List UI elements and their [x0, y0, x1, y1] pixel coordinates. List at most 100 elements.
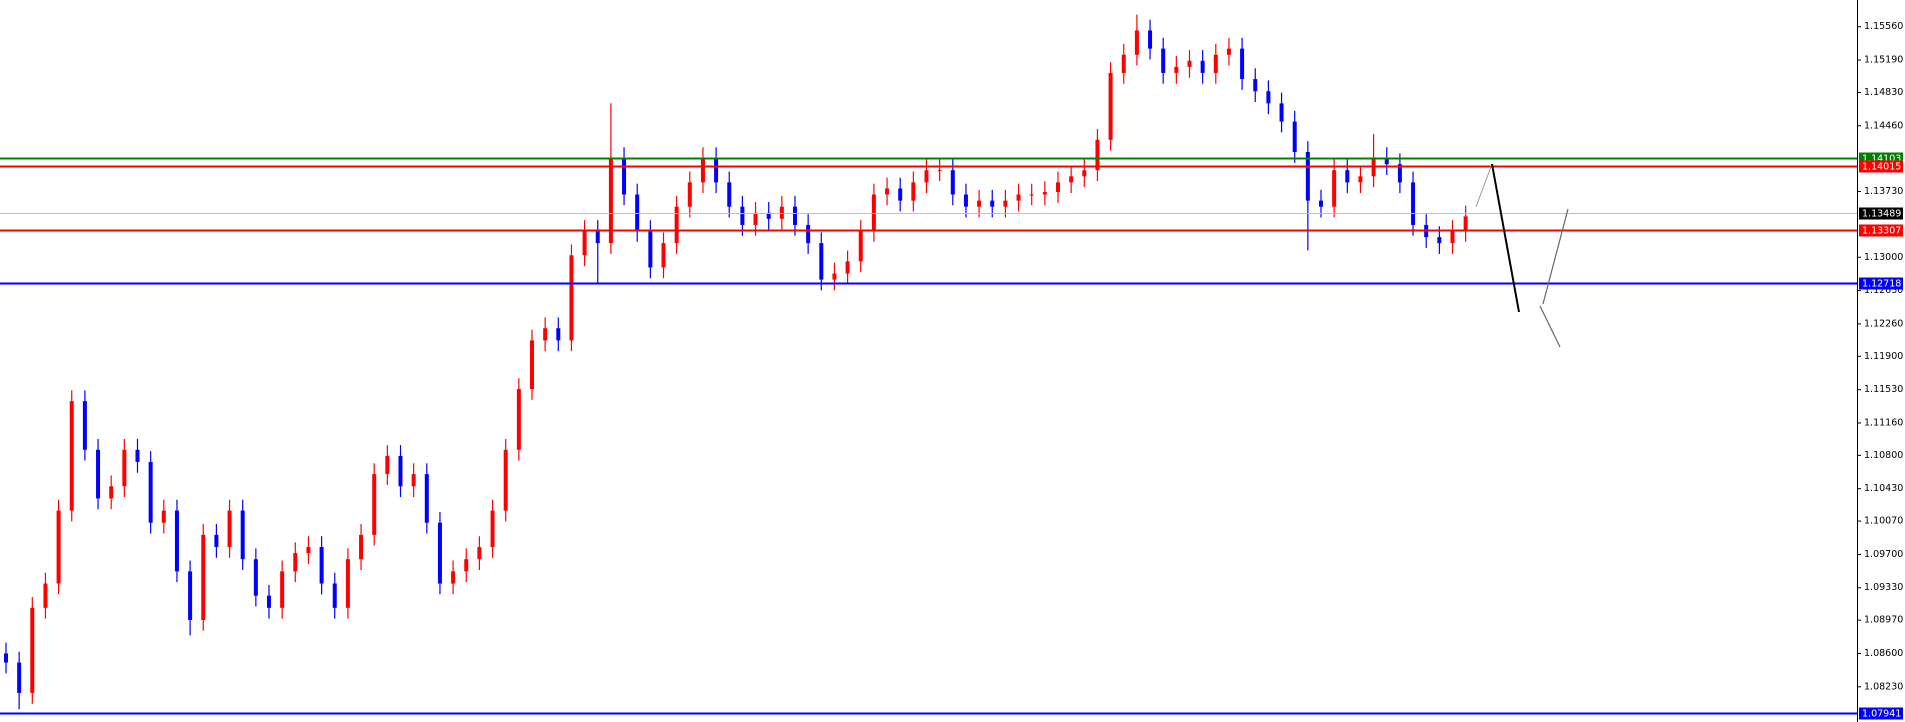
y-tick-label: 1.12260 — [1864, 318, 1903, 329]
candle-body — [858, 230, 863, 262]
y-tick-label: 1.10430 — [1864, 483, 1903, 494]
candle-body — [963, 194, 968, 207]
candle-body — [240, 510, 245, 560]
candle-body — [530, 340, 534, 390]
y-tick-label: 1.13000 — [1864, 252, 1903, 263]
candle-body — [293, 553, 298, 572]
candle-body — [319, 547, 324, 584]
candle-body — [845, 261, 850, 274]
candle-body — [1016, 194, 1021, 201]
candle-body — [451, 571, 456, 584]
candle-body — [332, 583, 337, 608]
candle-body — [306, 547, 311, 554]
candle-body — [490, 510, 495, 548]
candle-body — [569, 255, 574, 341]
candle-body — [17, 662, 22, 693]
candle-body — [201, 534, 206, 620]
level-label: 1.13307 — [1862, 226, 1901, 237]
candle-body — [1279, 103, 1284, 122]
candle-body — [595, 230, 600, 244]
y-tick-label: 1.12630 — [1864, 285, 1903, 296]
candle-body — [1069, 176, 1074, 183]
candle-body — [188, 571, 193, 620]
candle-body — [806, 224, 811, 244]
candle-body — [1226, 48, 1231, 55]
candle-body — [437, 522, 442, 584]
level-label: 1.14103 — [1862, 154, 1901, 165]
level-label-bg — [1859, 277, 1903, 290]
candle-body — [43, 583, 48, 608]
y-tick-label: 1.10070 — [1864, 516, 1903, 527]
candle-body — [1042, 192, 1047, 195]
candle-body — [1266, 91, 1271, 104]
candle-body — [661, 243, 666, 268]
candle-body — [990, 200, 995, 207]
candle-body — [937, 170, 942, 172]
candle-body — [793, 206, 797, 225]
level-label-bg — [1859, 224, 1903, 237]
candle-body — [174, 510, 179, 572]
candle-body — [556, 328, 561, 341]
candle-body — [1411, 182, 1416, 225]
candle-body — [977, 200, 982, 207]
candle-body — [372, 474, 377, 535]
candle-body — [214, 534, 219, 548]
candle-body — [30, 607, 35, 693]
candle-body — [1082, 170, 1087, 177]
level-label: 1.14015 — [1862, 162, 1901, 173]
candle-body — [1253, 79, 1258, 92]
candle-body — [1148, 30, 1153, 49]
candle-body — [700, 158, 705, 183]
y-tick-label: 1.14830 — [1864, 87, 1903, 98]
candle-body — [1108, 72, 1113, 140]
y-tick-label: 1.08970 — [1864, 615, 1903, 626]
y-tick-label: 1.09700 — [1864, 549, 1903, 560]
candle-body — [819, 243, 824, 280]
level-label-bg — [1859, 160, 1903, 173]
candle-body — [503, 449, 508, 511]
candle-body — [779, 206, 784, 219]
candle-body — [543, 328, 548, 341]
candle-body — [727, 182, 732, 207]
y-tick-label: 1.15560 — [1864, 21, 1903, 32]
candle-body — [148, 461, 153, 523]
candle-body — [411, 474, 416, 487]
y-tick-label: 1.11160 — [1864, 417, 1903, 428]
forecast-line — [1475, 163, 1493, 208]
candle-body — [516, 389, 521, 450]
candle-body — [82, 401, 87, 450]
candle-body — [96, 449, 101, 499]
candle-body — [424, 474, 429, 523]
candle-body — [635, 194, 640, 231]
candle-body — [69, 401, 74, 511]
level-label: 1.07941 — [1862, 709, 1901, 720]
candle-body — [1240, 48, 1245, 80]
level-label: 1.13489 — [1862, 209, 1901, 220]
candle-body — [1397, 164, 1402, 183]
candle-body — [898, 188, 903, 201]
forecast-line — [1539, 305, 1561, 348]
candle-body — [714, 158, 719, 183]
plot-area — [0, 14, 1857, 715]
candle-body — [398, 455, 403, 487]
candle-body — [687, 182, 692, 207]
y-tick-label: 1.10800 — [1864, 450, 1903, 461]
y-tick-label: 1.08600 — [1864, 648, 1903, 659]
candle-body — [1134, 30, 1139, 55]
candle-body — [911, 182, 916, 201]
candle-body — [122, 449, 127, 487]
candle-body — [1332, 170, 1337, 207]
candle-body — [109, 486, 114, 499]
candle-body — [1213, 54, 1218, 73]
candle-body — [753, 212, 758, 225]
candle-body — [648, 230, 653, 268]
candle-body — [1121, 54, 1126, 73]
candle-body — [1003, 200, 1008, 207]
y-tick-label: 1.11900 — [1864, 351, 1903, 362]
candle-body — [135, 449, 140, 462]
candle-body — [1437, 237, 1442, 244]
candle-body — [1095, 139, 1100, 171]
candle-body — [674, 206, 679, 244]
